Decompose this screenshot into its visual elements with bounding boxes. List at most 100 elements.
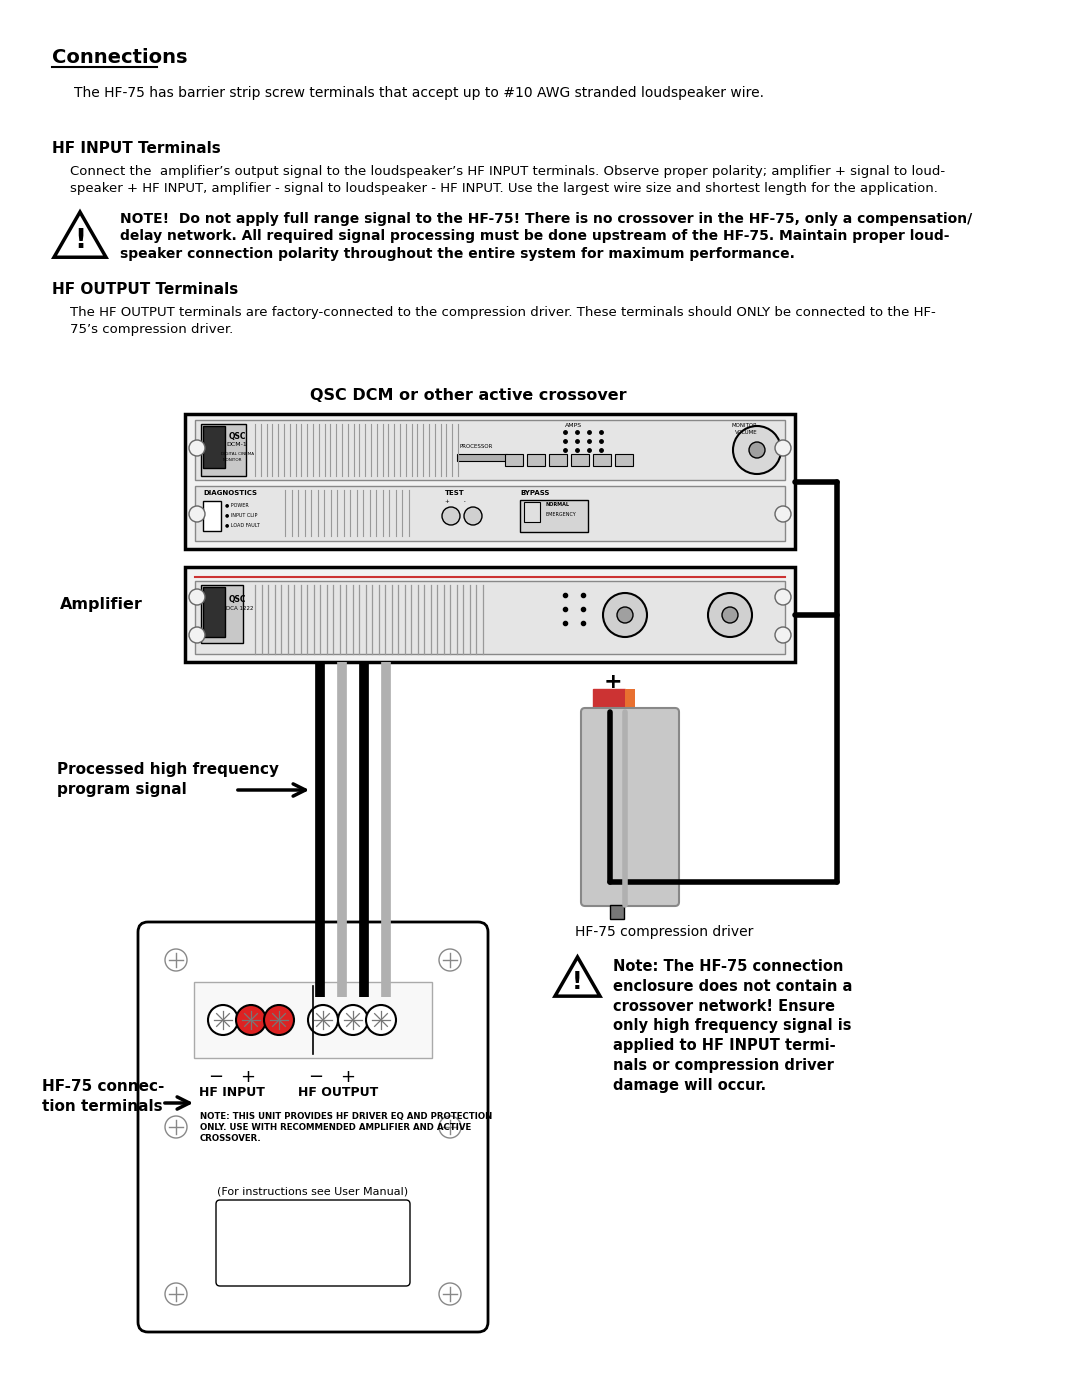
Text: DCM-1: DCM-1 bbox=[226, 441, 246, 447]
Text: The HF OUTPUT terminals are factory-connected to the compression driver. These t: The HF OUTPUT terminals are factory-conn… bbox=[70, 306, 935, 319]
Circle shape bbox=[775, 590, 791, 605]
Text: The HF-75 has barrier strip screw terminals that accept up to #10 AWG stranded l: The HF-75 has barrier strip screw termin… bbox=[75, 87, 764, 101]
FancyBboxPatch shape bbox=[216, 1200, 410, 1287]
Circle shape bbox=[775, 627, 791, 643]
Circle shape bbox=[308, 1004, 338, 1035]
Circle shape bbox=[775, 440, 791, 455]
Text: HF-75 compression driver: HF-75 compression driver bbox=[575, 925, 754, 939]
FancyBboxPatch shape bbox=[203, 502, 221, 531]
Text: BYPASS: BYPASS bbox=[519, 490, 550, 496]
FancyBboxPatch shape bbox=[593, 454, 611, 467]
Text: VOLUME: VOLUME bbox=[735, 430, 758, 434]
FancyBboxPatch shape bbox=[527, 454, 545, 467]
Text: Processed high frequency
program signal: Processed high frequency program signal bbox=[57, 761, 279, 796]
Text: NOTE: THIS UNIT PROVIDES HF DRIVER EQ AND PROTECTION: NOTE: THIS UNIT PROVIDES HF DRIVER EQ AN… bbox=[200, 1112, 492, 1120]
Circle shape bbox=[165, 1282, 187, 1305]
Text: QSC DCM or other active crossover: QSC DCM or other active crossover bbox=[310, 388, 626, 402]
Text: AMPS: AMPS bbox=[565, 423, 582, 427]
Text: PROCESSOR: PROCESSOR bbox=[460, 444, 494, 448]
Text: DCA 1222: DCA 1222 bbox=[226, 606, 254, 610]
FancyBboxPatch shape bbox=[201, 585, 243, 643]
Text: HF-75 connec-
tion terminals: HF-75 connec- tion terminals bbox=[42, 1078, 164, 1113]
Text: Note: The HF-75 connection
enclosure does not contain a
crossover network! Ensur: Note: The HF-75 connection enclosure doe… bbox=[613, 958, 852, 1092]
Circle shape bbox=[189, 590, 205, 605]
Text: QSC: QSC bbox=[229, 595, 246, 604]
Circle shape bbox=[464, 507, 482, 525]
FancyBboxPatch shape bbox=[194, 982, 432, 1058]
Text: CROSSOVER.: CROSSOVER. bbox=[200, 1134, 261, 1143]
FancyBboxPatch shape bbox=[610, 905, 624, 919]
FancyBboxPatch shape bbox=[203, 426, 225, 468]
FancyBboxPatch shape bbox=[505, 454, 523, 467]
Circle shape bbox=[775, 506, 791, 522]
FancyBboxPatch shape bbox=[524, 502, 540, 522]
Text: NOTE!  Do not apply full range signal to the HF-75! There is no crossover in the: NOTE! Do not apply full range signal to … bbox=[120, 212, 972, 226]
Text: EMERGENCY: EMERGENCY bbox=[545, 511, 576, 517]
Circle shape bbox=[438, 1116, 461, 1139]
Circle shape bbox=[708, 592, 752, 637]
FancyBboxPatch shape bbox=[519, 500, 588, 532]
Circle shape bbox=[237, 1004, 266, 1035]
Circle shape bbox=[438, 1282, 461, 1305]
Text: QSC: QSC bbox=[229, 432, 246, 441]
Polygon shape bbox=[54, 212, 106, 257]
Circle shape bbox=[617, 608, 633, 623]
Text: DIAGNOSTICS: DIAGNOSTICS bbox=[203, 490, 257, 496]
FancyBboxPatch shape bbox=[195, 581, 785, 654]
Circle shape bbox=[442, 507, 460, 525]
FancyBboxPatch shape bbox=[457, 454, 507, 461]
Text: ONLY. USE WITH RECOMMENDED AMPLIFIER AND ACTIVE: ONLY. USE WITH RECOMMENDED AMPLIFIER AND… bbox=[200, 1123, 471, 1132]
FancyBboxPatch shape bbox=[549, 454, 567, 467]
Circle shape bbox=[189, 506, 205, 522]
Circle shape bbox=[189, 440, 205, 455]
Text: −: − bbox=[208, 1067, 224, 1085]
Text: speaker connection polarity throughout the entire system for maximum performance: speaker connection polarity throughout t… bbox=[120, 247, 795, 261]
Text: (For instructions see User Manual): (For instructions see User Manual) bbox=[217, 1187, 408, 1197]
FancyBboxPatch shape bbox=[615, 454, 633, 467]
Text: MONITOR: MONITOR bbox=[731, 423, 757, 427]
Text: ● LOAD FAULT: ● LOAD FAULT bbox=[225, 522, 260, 527]
FancyBboxPatch shape bbox=[593, 689, 625, 711]
Circle shape bbox=[338, 1004, 368, 1035]
Circle shape bbox=[366, 1004, 396, 1035]
Circle shape bbox=[750, 441, 765, 458]
Text: ● INPUT CLIP: ● INPUT CLIP bbox=[225, 511, 257, 517]
Text: 75’s compression driver.: 75’s compression driver. bbox=[70, 323, 233, 337]
Polygon shape bbox=[555, 957, 600, 996]
Text: NORMAL: NORMAL bbox=[545, 502, 569, 507]
Text: TEST: TEST bbox=[445, 490, 464, 496]
FancyBboxPatch shape bbox=[203, 587, 225, 637]
FancyBboxPatch shape bbox=[185, 567, 795, 662]
Circle shape bbox=[165, 949, 187, 971]
FancyBboxPatch shape bbox=[138, 922, 488, 1331]
Text: +        -: + - bbox=[445, 499, 465, 504]
Text: Connect the  amplifier’s output signal to the loudspeaker’s HF INPUT terminals. : Connect the amplifier’s output signal to… bbox=[70, 165, 945, 177]
FancyBboxPatch shape bbox=[581, 708, 679, 907]
FancyBboxPatch shape bbox=[571, 454, 589, 467]
Text: +: + bbox=[604, 672, 622, 692]
Text: MONITOR: MONITOR bbox=[222, 458, 243, 462]
Text: +: + bbox=[241, 1067, 256, 1085]
Circle shape bbox=[733, 426, 781, 474]
Text: !: ! bbox=[572, 970, 583, 993]
FancyBboxPatch shape bbox=[195, 486, 785, 541]
Text: Amplifier: Amplifier bbox=[60, 597, 143, 612]
Circle shape bbox=[208, 1004, 238, 1035]
Text: HF INPUT: HF INPUT bbox=[199, 1085, 265, 1099]
Text: ● POWER: ● POWER bbox=[225, 502, 248, 507]
Text: !: ! bbox=[73, 228, 86, 254]
FancyBboxPatch shape bbox=[201, 425, 246, 476]
Text: HF INPUT Terminals: HF INPUT Terminals bbox=[52, 141, 220, 156]
Text: HF OUTPUT: HF OUTPUT bbox=[298, 1085, 378, 1099]
Circle shape bbox=[603, 592, 647, 637]
FancyBboxPatch shape bbox=[625, 689, 635, 711]
Circle shape bbox=[189, 627, 205, 643]
Text: +: + bbox=[340, 1067, 355, 1085]
Circle shape bbox=[723, 608, 738, 623]
Circle shape bbox=[165, 1116, 187, 1139]
Text: Connections: Connections bbox=[52, 47, 188, 67]
Text: delay network. All required signal processing must be done upstream of the HF-75: delay network. All required signal proce… bbox=[120, 229, 949, 243]
Text: −: − bbox=[309, 1067, 324, 1085]
FancyBboxPatch shape bbox=[185, 414, 795, 549]
Text: speaker + HF INPUT, amplifier - signal to loudspeaker - HF INPUT. Use the larges: speaker + HF INPUT, amplifier - signal t… bbox=[70, 182, 937, 196]
